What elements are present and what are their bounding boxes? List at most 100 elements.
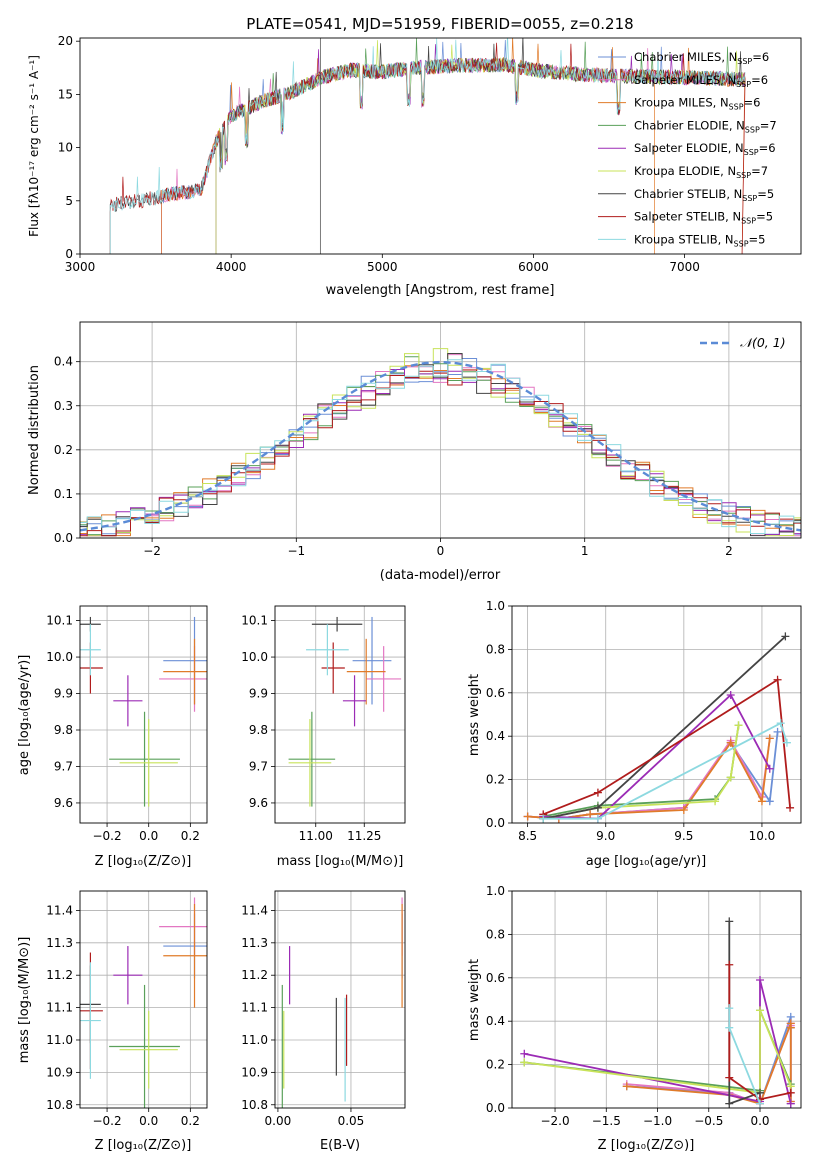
age-vs-Z-point-chabrier-elodie (109, 711, 180, 807)
massweight-vs-Z-line (626, 1023, 792, 1105)
massweight-vs-Z-ytick-label: 0.2 (486, 1058, 505, 1072)
massweight-vs-Z-ytick-label: 0.6 (486, 971, 505, 985)
spectrum-series-salpeter-stelib (109, 42, 746, 254)
spectrum-marks (109, 38, 746, 254)
spectrum-series-kroupa-stelib (109, 38, 746, 254)
massweight-vs-age-marks (523, 632, 795, 823)
age-vs-Z-ytick-label: 9.9 (54, 687, 73, 701)
age-vs-mass-point-salpeter-stelib (321, 642, 345, 694)
age-vs-mass-frame (274, 605, 406, 824)
age-vs-mass-xtick-label: 11.00 (299, 829, 333, 843)
massweight-vs-Z-marker (725, 960, 734, 969)
mass-vs-EBV-ytick-label: 11.4 (241, 903, 268, 917)
residuals-panel: −2 −1 0 1 2 0.0 0.1 0.2 0.3 0.4 𝒩(0, 1) (data-mode… (27, 321, 802, 583)
mass-vs-Z-ytick-label: 11.2 (46, 968, 73, 982)
age-vs-mass-panel: 11.00 11.25 9.6 9.7 9.8 9.9 10.0 10.1 mass [log… (241, 605, 406, 869)
age-vs-mass-marks (288, 616, 402, 807)
mass-vs-Z-ytick-label: 10.8 (46, 1098, 73, 1112)
massweight-vs-Z-xtick-label: 0.0 (750, 1114, 769, 1128)
mass-vs-Z-xtick-label: 0.2 (181, 1114, 200, 1128)
spectrum-xtick-label: 3000 (65, 260, 96, 274)
massweight-vs-Z-ytick-label: 1.0 (486, 884, 505, 898)
age-vs-mass-grid (275, 606, 405, 823)
mass-vs-Z-panel: −0.2 0.0 0.2 10.8 10.9 11.0 11.1 11.2 11.3 11.4 Z… (17, 890, 208, 1153)
massweight-vs-age-marker (711, 797, 720, 806)
mass-vs-Z-ytick-label: 11.0 (46, 1033, 73, 1047)
residuals-xtick-label: 1 (581, 544, 589, 558)
residuals-xtick-label: −1 (287, 544, 305, 558)
massweight-vs-Z-marker (786, 1088, 795, 1097)
massweight-vs-age-marker (726, 690, 735, 699)
massweight-vs-age-xtick-label: 8.5 (518, 829, 537, 843)
age-vs-Z-ytick-label: 10.0 (46, 650, 73, 664)
age-vs-Z-ytick-label: 9.6 (54, 796, 73, 810)
massweight-vs-Z-frame (511, 890, 802, 1109)
spectrum-frame (79, 37, 802, 255)
massweight-vs-age-series-salpeter-miles (523, 734, 774, 823)
massweight-vs-age-ytick-label: 0.0 (486, 816, 505, 830)
age-vs-Z-xtick-label: 0.2 (181, 829, 200, 843)
massweight-vs-Z-marker (725, 1099, 734, 1108)
massweight-vs-Z-xtick-label: −0.5 (694, 1114, 723, 1128)
spectrum-legend-label: Kroupa ELODIE, NSSP=7 (634, 164, 768, 180)
spectrum-ytick-label: 15 (58, 87, 73, 101)
massweight-vs-age-ytick-label: 0.4 (486, 729, 505, 743)
massweight-vs-age-line (543, 635, 787, 820)
mass-vs-Z-point-kroupa-miles (163, 903, 207, 1008)
massweight-vs-age-line (543, 693, 771, 820)
mass-vs-EBV-panel: 0.00 0.05 10.8 10.9 11.0 11.1 11.2 11.3 11.4 E(B… (241, 890, 406, 1153)
spectrum-ytick-label: 20 (58, 34, 73, 48)
massweight-vs-age-series-kroupa-stelib (539, 719, 791, 823)
residuals-hist-kroupa-stelib (80, 359, 801, 534)
age-vs-mass-ytick-label: 9.9 (249, 687, 268, 701)
mass-vs-Z-marks (80, 897, 207, 1108)
massweight-vs-age-xtick-label: 10.0 (749, 829, 776, 843)
spectrum-legend-label: Salpeter ELODIE, NSSP=6 (634, 141, 776, 157)
massweight-vs-age-marker (781, 632, 790, 641)
spectrum-title: PLATE=0541, MJD=51959, FIBERID=0055, z=0… (246, 15, 633, 33)
mass-vs-EBV-frame (274, 890, 406, 1109)
mw-age-xlabel: age [log₁₀(age/yr)] (586, 854, 707, 869)
massweight-vs-age-ytick-label: 0.6 (486, 686, 505, 700)
age-vs-mass-ytick-label: 10.1 (241, 614, 268, 628)
massweight-vs-age-series-salpeter-stelib (539, 675, 795, 819)
spectrum-legend-label: Kroupa MILES, NSSP=6 (634, 96, 760, 112)
age-vs-Z-point-kroupa-elodie (119, 719, 178, 807)
mass-vs-Z-ytick-label: 11.3 (46, 936, 73, 950)
massweight-vs-Z-marker (520, 1058, 529, 1067)
spectrum-xtick-label: 7000 (669, 260, 700, 274)
massweight-vs-Z-grid (512, 890, 801, 1109)
age-vs-mass-ytick-label: 10.0 (241, 650, 268, 664)
residuals-xtick-label: 2 (725, 544, 733, 558)
mass-vs-Z-ytick-label: 11.1 (46, 1001, 73, 1015)
residuals-ytick-label: 0.0 (54, 531, 73, 545)
age-vs-Z-ytick-label: 9.8 (54, 723, 73, 737)
massweight-vs-age-marker (765, 734, 774, 743)
massweight-vs-age-marker (726, 773, 735, 782)
mass-vs-Z-grid (80, 891, 207, 1108)
mass-vs-Z-ytick-label: 10.9 (46, 1065, 73, 1079)
massweight-vs-age-marker (765, 764, 774, 773)
residuals-ytick-label: 0.4 (54, 355, 73, 369)
age-vs-mass-point-kroupa-stelib (306, 624, 349, 676)
mass-vs-EBV-xlabel: E(B-V) (320, 1138, 360, 1153)
massweight-vs-Z-ytick-label: 0.8 (486, 927, 505, 941)
age-vs-mass-point-salpeter-miles (366, 646, 402, 712)
massweight-vs-age-ytick-label: 0.8 (486, 642, 505, 656)
massweight-vs-age-marker (782, 738, 791, 747)
massweight-vs-age-marker (539, 814, 548, 823)
mass-vs-EBV-grid (275, 891, 405, 1108)
spectrum-legend-label: Chabrier ELODIE, NSSP=7 (634, 118, 777, 134)
spectrum-ytick-label: 10 (58, 141, 73, 155)
spectrum-legend-label: Chabrier MILES, NSSP=6 (634, 50, 769, 66)
massweight-vs-age-line (543, 721, 788, 820)
mw-Z-xlabel: Z [log₁₀(Z/Z⊙)] (598, 1138, 695, 1153)
residuals-xtick-label: −2 (143, 544, 161, 558)
massweight-vs-age-marker (776, 719, 785, 728)
mass-vs-Z-point-kroupa-elodie (119, 1010, 178, 1089)
age-vs-Z-xlabel: Z [log₁₀(Z/Z⊙)] (95, 854, 192, 869)
mass-vs-EBV-ytick-label: 10.8 (241, 1098, 268, 1112)
residuals-normal-curve (80, 360, 801, 532)
residuals-marks (80, 348, 801, 537)
massweight-vs-Z-panel: −2.0 −1.5 −1.0 −0.5 0.0 0.0 0.2 0.4 0.6 0.8 1.0 Z … (467, 884, 802, 1153)
